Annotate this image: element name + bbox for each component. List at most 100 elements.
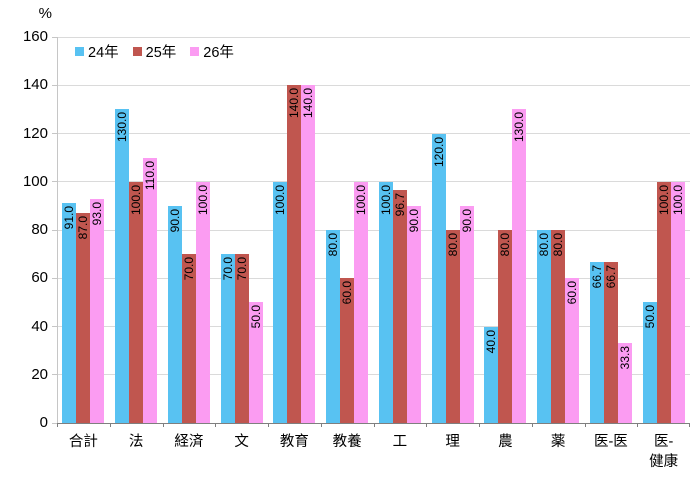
y-axis-line	[57, 37, 58, 423]
category-label-11: 医- 健康	[649, 434, 679, 471]
bar-value-label: 50.0	[248, 305, 263, 329]
gridline	[57, 181, 690, 183]
bar-series1-cat6: 96.7	[392, 189, 407, 423]
bar-group-7: 120.0 80.0 90.0	[426, 37, 479, 423]
bar-series0-cat9: 80.0	[537, 230, 552, 423]
bar-value-label: 100.0	[354, 184, 369, 215]
bar-series0-cat4: 100.0	[273, 181, 288, 423]
bar-group-10: 66.7 66.7 33.3	[585, 37, 638, 423]
x-tick-mark	[215, 423, 217, 427]
category-label-3: 文	[234, 434, 249, 450]
gridline	[57, 374, 690, 376]
bar-value-label: 60.0	[340, 281, 355, 305]
bar-value-label: 60.0	[565, 281, 580, 305]
y-tick-label: 0	[39, 414, 48, 431]
x-tick-mark	[584, 423, 586, 427]
legend: 24年 25年 26年	[75, 41, 234, 62]
y-tick-label: 60	[31, 269, 48, 287]
y-tick-label: 40	[31, 317, 48, 335]
bar-value-label: 93.0	[90, 201, 105, 225]
bar-series0-cat3: 70.0	[220, 254, 235, 423]
y-tick-mark	[52, 133, 57, 134]
legend-swatch-icon	[190, 47, 200, 56]
bar-series1-cat3: 70.0	[234, 254, 249, 423]
bar-value-label: 70.0	[181, 257, 196, 281]
bar-group-1: 130.0 100.0 110.0	[110, 37, 163, 423]
x-tick-mark	[109, 423, 111, 427]
bar-series2-cat7: 90.0	[459, 205, 474, 423]
gridline	[57, 326, 690, 327]
plot-area: 91.0 87.0 93.0 130.0 100.0 110.0 90.0 70.0 100.0…	[52, 36, 690, 427]
category-label-4: 教育	[279, 434, 309, 450]
bar-series1-cat11: 100.0	[656, 181, 671, 423]
bar-series2-cat0: 93.0	[90, 198, 105, 423]
y-tick-mark	[52, 326, 57, 327]
bar-value-label: 87.0	[76, 216, 91, 240]
y-tick-label: 100	[22, 172, 48, 190]
bar-series2-cat6: 90.0	[406, 205, 421, 423]
gridline	[57, 229, 690, 231]
bar-series0-cat8: 40.0	[484, 326, 499, 423]
bar-value-label: 80.0	[551, 233, 566, 257]
bar-series1-cat7: 80.0	[445, 230, 460, 423]
category-label-6: 工	[392, 434, 408, 450]
bar-value-label: 70.0	[220, 257, 235, 281]
bar-value-label: 130.0	[115, 112, 130, 143]
bar-series2-cat2: 100.0	[195, 181, 210, 423]
y-tick-mark	[52, 422, 57, 424]
category-label-2: 経済	[174, 434, 204, 450]
y-tick-label: 80	[31, 221, 48, 238]
bar-value-label: 66.7	[603, 265, 618, 289]
category-label-1: 法	[128, 434, 144, 450]
bar-group-0: 91.0 87.0 93.0	[57, 37, 110, 423]
bar-series0-cat6: 100.0	[378, 181, 393, 423]
bar-value-label: 50.0	[642, 305, 657, 329]
gridline	[57, 133, 690, 134]
bar-series2-cat10: 33.3	[617, 342, 632, 423]
bar-series0-cat0: 91.0	[62, 203, 77, 423]
category-label-7: 理	[445, 434, 460, 450]
legend-swatch-icon	[75, 47, 84, 56]
bar-value-label: 90.0	[459, 208, 474, 233]
bar-value-label: 130.0	[512, 112, 527, 143]
bar-series2-cat4: 140.0	[301, 85, 316, 423]
bar-series2-cat5: 100.0	[354, 181, 369, 423]
gridline	[57, 84, 690, 86]
category-label-0: 合計	[68, 434, 98, 450]
legend-item-1: 25年	[132, 41, 177, 62]
bar-value-label: 100.0	[195, 184, 210, 215]
legend-swatch-icon	[132, 47, 142, 56]
x-tick-mark	[637, 423, 639, 427]
legend-label: 24年	[88, 45, 119, 61]
y-tick-mark	[52, 277, 57, 279]
bar-value-label: 140.0	[301, 88, 316, 119]
bar-value-label: 40.0	[484, 329, 499, 353]
bar-value-label: 66.7	[589, 265, 604, 289]
x-tick-mark	[162, 423, 164, 427]
legend-label: 25年	[145, 45, 177, 61]
bar-group-2: 90.0 70.0 100.0	[163, 37, 216, 423]
category-label-5: 教養	[332, 434, 362, 450]
bar-value-label: 140.0	[287, 88, 302, 119]
bar-value-label: 33.3	[617, 345, 632, 370]
bar-series1-cat10: 66.7	[603, 262, 618, 423]
bar-series1-cat2: 70.0	[181, 254, 196, 423]
legend-item-0: 24年	[75, 41, 119, 62]
y-tick-label: 160	[22, 28, 48, 45]
category-label-9: 薬	[550, 434, 566, 450]
bar-value-label: 100.0	[656, 184, 671, 215]
bar-series1-cat0: 87.0	[76, 213, 91, 423]
bar-series1-cat1: 100.0	[129, 181, 144, 423]
y-tick-label: 120	[22, 124, 48, 142]
x-tick-mark	[373, 423, 375, 427]
bar-value-label: 70.0	[234, 257, 249, 281]
bar-group-8: 40.0 80.0 130.0	[479, 37, 532, 423]
bar-value-label: 100.0	[670, 184, 685, 215]
y-tick-mark	[52, 36, 57, 38]
bar-value-label: 80.0	[445, 233, 460, 257]
y-tick-mark	[52, 181, 57, 183]
y-tick-mark	[52, 84, 57, 86]
y-axis-unit-label: %	[38, 5, 52, 22]
bar-value-label: 90.0	[167, 208, 182, 233]
